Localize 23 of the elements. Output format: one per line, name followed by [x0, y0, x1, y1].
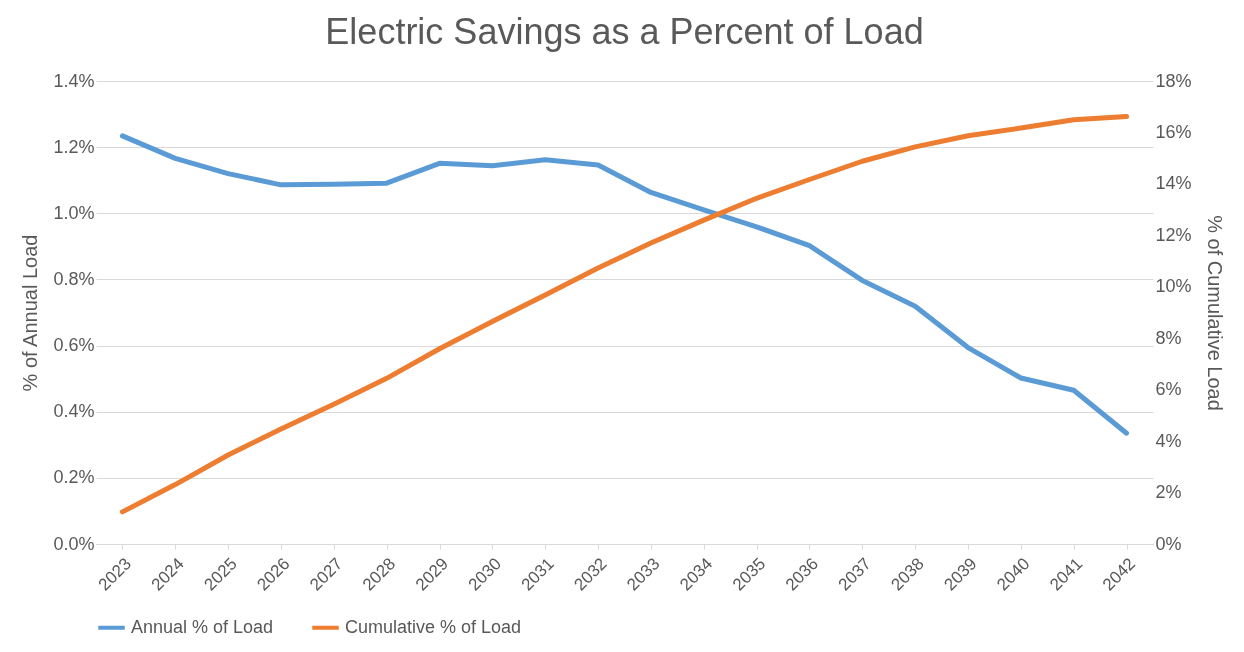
legend-label: Annual % of Load: [131, 616, 274, 637]
y-tick-label: 0.8%: [53, 268, 95, 289]
chart-title: Electric Savings as a Percent of Load: [325, 11, 924, 52]
legend-label: Cumulative % of Load: [345, 616, 522, 637]
y-tick-label: 1.4%: [53, 70, 95, 91]
y-tick-label: 1.0%: [53, 202, 95, 223]
y-axis-title: % of Annual Load: [19, 234, 42, 392]
y-tick-label: 0.4%: [53, 401, 95, 422]
y-tick-label: 0.0%: [53, 533, 95, 554]
y2-tick-label: 10%: [1155, 276, 1192, 297]
y2-tick-label: 6%: [1155, 379, 1182, 400]
y2-tick-label: 12%: [1155, 224, 1192, 245]
y2-tick-label: 18%: [1155, 70, 1192, 91]
y2-tick-label: 2%: [1155, 482, 1182, 503]
y2-tick-label: 4%: [1155, 430, 1182, 451]
y-tick-label: 1.2%: [53, 136, 95, 157]
y-tick-label: 0.2%: [53, 467, 95, 488]
y2-tick-label: 16%: [1155, 121, 1192, 142]
y-tick-label: 0.6%: [53, 335, 95, 356]
y2-tick-label: 8%: [1155, 327, 1182, 348]
y2-tick-label: 14%: [1155, 173, 1192, 194]
y2-tick-label: 0%: [1155, 533, 1182, 554]
y2-axis-title: % of Cumulative Load: [1203, 215, 1226, 411]
